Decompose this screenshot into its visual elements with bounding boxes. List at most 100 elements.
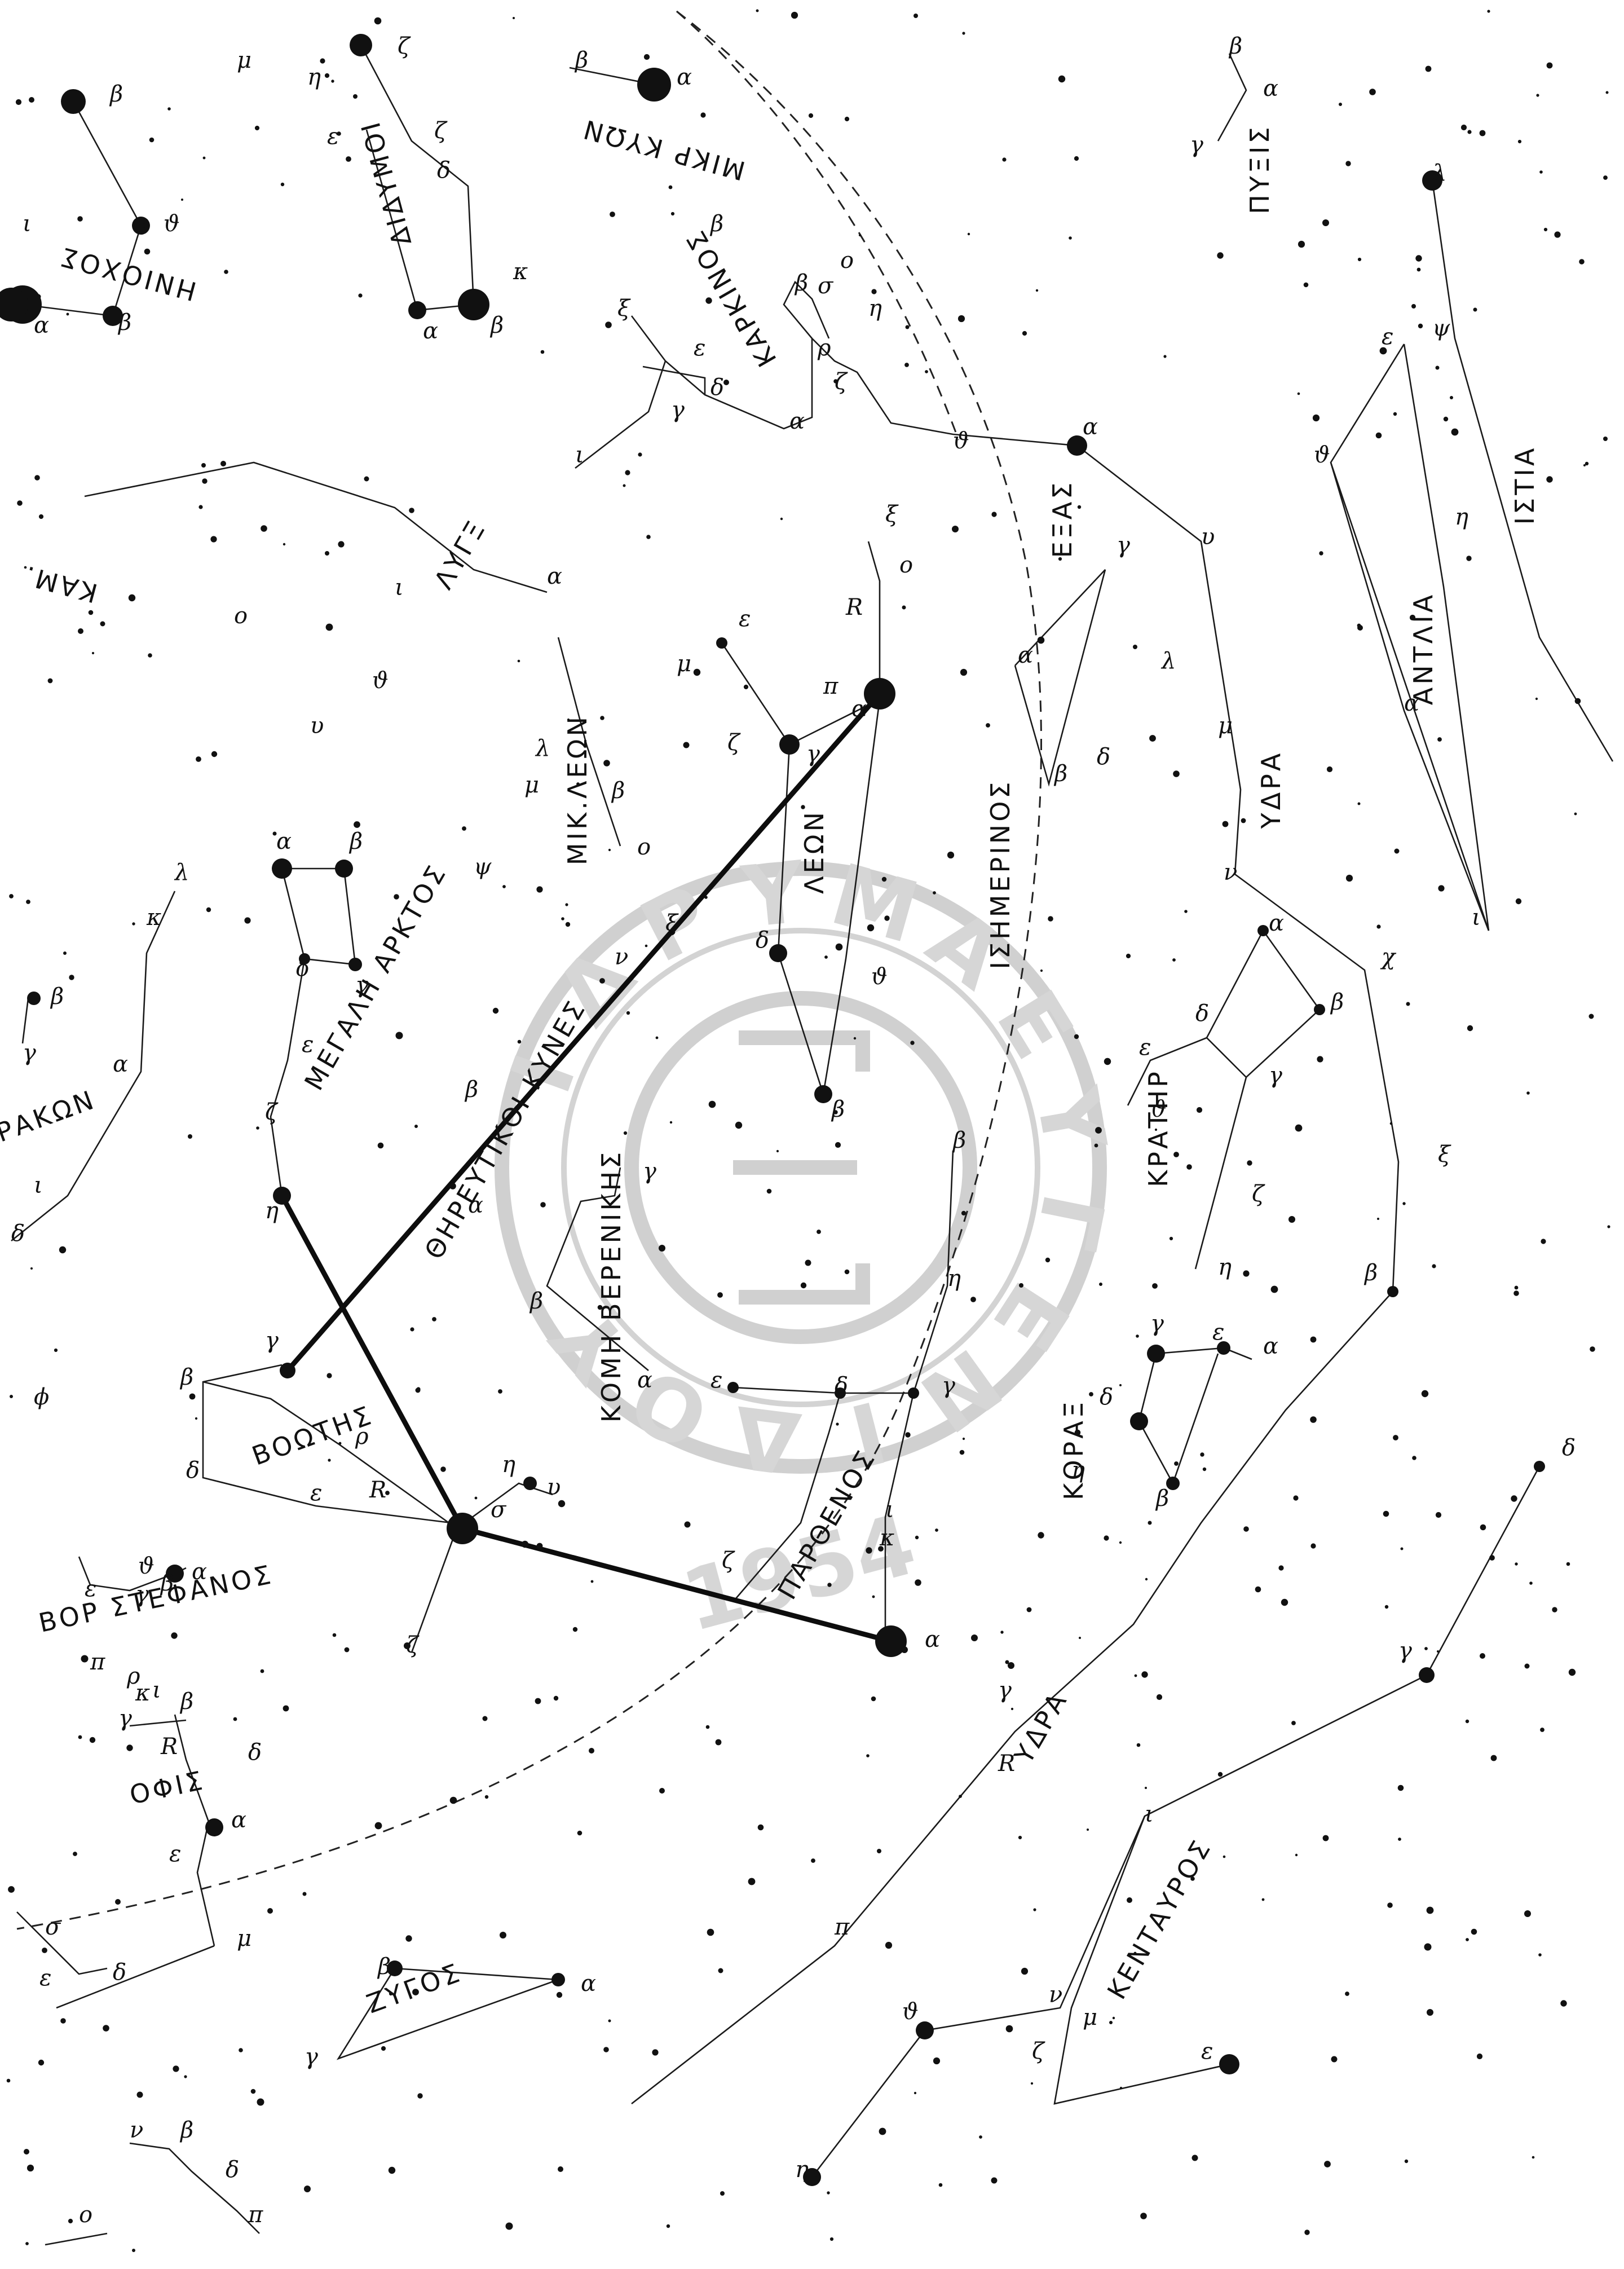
star — [1217, 1341, 1230, 1355]
star-letter: η — [1455, 504, 1468, 530]
star-letter: β — [179, 1689, 193, 1715]
faint-star — [1339, 103, 1342, 106]
faint-star — [88, 610, 94, 615]
faint-star — [1473, 307, 1477, 312]
faint-star — [1603, 175, 1608, 180]
star-letter: δ — [1195, 1001, 1209, 1026]
star-letter: ε — [327, 124, 339, 149]
faint-star — [68, 2218, 73, 2224]
star — [280, 1363, 295, 1378]
faint-star — [643, 54, 650, 60]
faint-star — [60, 2018, 66, 2024]
faint-star — [1145, 1578, 1148, 1581]
star-letter: ο — [840, 248, 854, 274]
faint-star — [1383, 1510, 1389, 1517]
star-letter: α — [789, 408, 805, 434]
star-letter: α — [1404, 690, 1419, 716]
faint-star — [1243, 1270, 1250, 1277]
faint-star — [638, 452, 642, 457]
faint-star — [1172, 958, 1176, 962]
faint-star — [1451, 428, 1459, 436]
faint-star — [597, 1305, 603, 1310]
star-letter: π — [834, 1914, 850, 1940]
faint-star — [1322, 219, 1329, 226]
star-letter: ζ — [727, 730, 741, 756]
faint-star — [608, 2019, 611, 2023]
faint-star — [756, 9, 759, 12]
star — [0, 288, 28, 321]
faint-star — [395, 1032, 403, 1039]
faint-star — [257, 2098, 264, 2106]
faint-star — [256, 1126, 259, 1130]
star-letter: γ — [671, 397, 685, 423]
faint-star — [220, 461, 226, 466]
faint-star — [800, 1282, 807, 1289]
star-letter: η — [265, 1198, 279, 1224]
star — [166, 1565, 184, 1583]
faint-star — [1045, 1257, 1051, 1263]
faint-star — [1005, 2025, 1013, 2033]
star-letter: δ — [186, 1457, 200, 1483]
faint-star — [1515, 1562, 1518, 1566]
star-letter: ξ — [665, 910, 679, 936]
star-letter: δ — [1562, 1435, 1576, 1461]
faint-star — [1304, 2230, 1310, 2235]
faint-star — [905, 1432, 911, 1438]
star-letter: σ — [491, 1497, 507, 1523]
faint-star — [1089, 1392, 1093, 1396]
star — [350, 34, 372, 56]
star-letter: ϑ — [164, 211, 180, 237]
faint-star — [1322, 1835, 1329, 1841]
faint-star — [91, 651, 95, 655]
faint-star — [835, 943, 843, 951]
faint-star — [1554, 231, 1561, 238]
faint-star — [1186, 1164, 1192, 1170]
star-letter: ο — [637, 834, 651, 860]
faint-star — [1152, 1283, 1158, 1289]
star-letter: α — [276, 829, 292, 854]
star-letter: ε — [1382, 324, 1393, 350]
faint-star — [1109, 2021, 1113, 2024]
star-letter: ρ — [126, 1663, 140, 1689]
star-letter: ζ — [1252, 1181, 1265, 1207]
faint-star — [325, 623, 333, 631]
star-letter: ι — [395, 575, 404, 601]
star-letter: R — [845, 594, 863, 620]
star-letter: δ — [1097, 744, 1110, 770]
faint-star — [324, 73, 330, 78]
star — [205, 1818, 223, 1836]
faint-star — [905, 325, 910, 329]
star-letter: γ — [23, 1040, 36, 1066]
faint-star — [1517, 139, 1522, 144]
faint-star — [136, 2091, 143, 2098]
faint-star — [517, 659, 520, 663]
faint-star — [1278, 1565, 1284, 1571]
faint-star — [971, 1634, 978, 1641]
faint-star — [24, 2149, 29, 2155]
faint-star — [867, 924, 875, 932]
faint-star — [780, 517, 783, 521]
faint-star — [6, 2078, 11, 2083]
seal-letter: Υ — [1016, 1080, 1124, 1160]
faint-star — [1058, 557, 1062, 561]
faint-star — [1243, 1526, 1249, 1532]
star-letter: α — [637, 1367, 652, 1393]
faint-star — [34, 475, 40, 481]
faint-star — [707, 1928, 714, 1936]
star-letter: π — [90, 1649, 105, 1675]
faint-star — [655, 1036, 659, 1039]
star — [299, 953, 310, 964]
faint-star — [1476, 2053, 1483, 2060]
star — [27, 992, 41, 1005]
faint-star — [1288, 1216, 1295, 1223]
faint-star — [331, 80, 334, 83]
faint-star — [1585, 461, 1589, 466]
star — [1534, 1461, 1545, 1472]
faint-star — [866, 1754, 870, 1757]
faint-star — [1535, 697, 1538, 700]
faint-star — [1532, 2156, 1535, 2159]
star — [727, 1382, 739, 1393]
faint-star — [645, 944, 648, 948]
star-letter: δ — [11, 1221, 25, 1246]
faint-star — [250, 2089, 256, 2094]
